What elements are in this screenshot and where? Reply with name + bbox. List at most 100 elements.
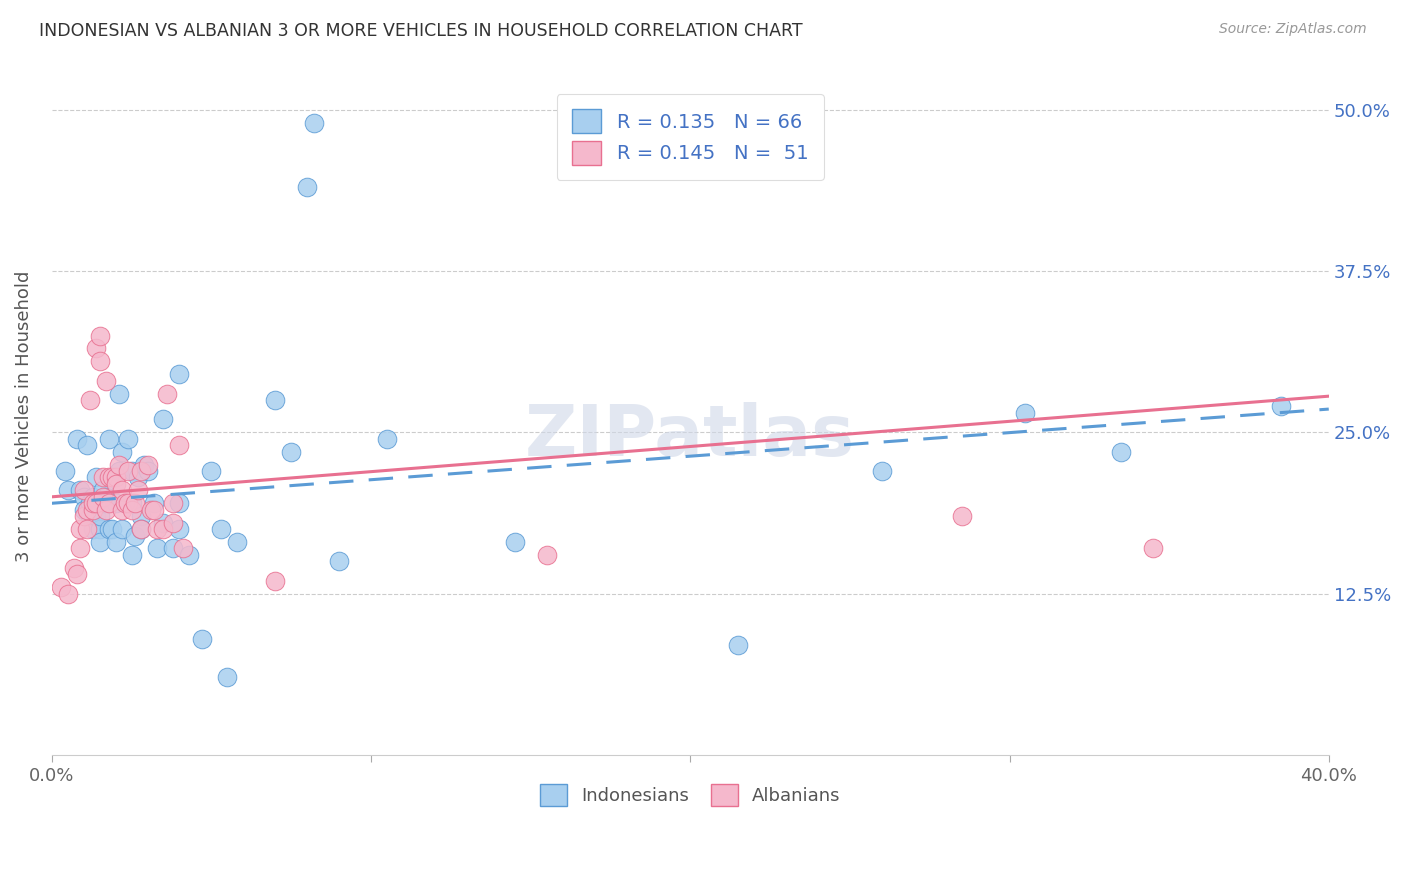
Point xyxy=(136,458,159,472)
Point xyxy=(172,541,194,556)
Point xyxy=(89,509,111,524)
Point xyxy=(870,464,893,478)
Point xyxy=(169,368,191,382)
Point xyxy=(177,548,200,562)
Point xyxy=(79,496,101,510)
Point xyxy=(121,496,143,510)
Point xyxy=(200,464,222,478)
Point xyxy=(98,470,121,484)
Point xyxy=(63,561,86,575)
Point xyxy=(217,671,239,685)
Point xyxy=(111,483,134,498)
Legend: Indonesians, Albanians: Indonesians, Albanians xyxy=(533,777,848,814)
Point xyxy=(111,444,134,458)
Point xyxy=(79,392,101,407)
Point xyxy=(129,464,152,478)
Point xyxy=(295,180,318,194)
Point xyxy=(129,522,152,536)
Point xyxy=(86,342,108,356)
Point xyxy=(129,522,152,536)
Point xyxy=(89,535,111,549)
Point xyxy=(66,432,89,446)
Point xyxy=(91,496,114,510)
Point xyxy=(66,567,89,582)
Point xyxy=(82,490,104,504)
Point xyxy=(950,509,973,524)
Point xyxy=(146,541,169,556)
Point xyxy=(117,432,139,446)
Point xyxy=(127,470,149,484)
Point xyxy=(142,502,165,516)
Point xyxy=(264,574,287,588)
Point xyxy=(727,638,749,652)
Point xyxy=(69,541,91,556)
Point xyxy=(107,464,129,478)
Point xyxy=(146,522,169,536)
Point xyxy=(111,522,134,536)
Point xyxy=(104,470,127,484)
Point xyxy=(124,496,146,510)
Point xyxy=(73,509,96,524)
Point xyxy=(91,470,114,484)
Point xyxy=(107,386,129,401)
Point xyxy=(86,470,108,484)
Point xyxy=(98,432,121,446)
Point xyxy=(264,392,287,407)
Point xyxy=(162,496,184,510)
Point xyxy=(169,438,191,452)
Point xyxy=(89,522,111,536)
Text: ZIPatlas: ZIPatlas xyxy=(526,402,855,471)
Point xyxy=(89,328,111,343)
Point xyxy=(76,522,98,536)
Point xyxy=(1109,444,1132,458)
Point xyxy=(94,502,117,516)
Point xyxy=(82,509,104,524)
Point xyxy=(89,354,111,368)
Point xyxy=(121,464,143,478)
Point xyxy=(69,522,91,536)
Point xyxy=(104,496,127,510)
Point xyxy=(73,483,96,498)
Point xyxy=(162,516,184,530)
Point xyxy=(104,477,127,491)
Point xyxy=(162,541,184,556)
Point xyxy=(1270,400,1292,414)
Point xyxy=(82,496,104,510)
Point xyxy=(117,496,139,510)
Point xyxy=(94,374,117,388)
Point xyxy=(98,522,121,536)
Point xyxy=(156,386,179,401)
Point xyxy=(503,535,526,549)
Point xyxy=(94,490,117,504)
Point xyxy=(91,483,114,498)
Point xyxy=(129,509,152,524)
Point xyxy=(86,509,108,524)
Point xyxy=(169,522,191,536)
Point xyxy=(280,444,302,458)
Point xyxy=(101,522,124,536)
Point xyxy=(51,580,73,594)
Point xyxy=(127,483,149,498)
Point xyxy=(134,458,156,472)
Point xyxy=(79,509,101,524)
Point xyxy=(76,502,98,516)
Point xyxy=(1142,541,1164,556)
Point xyxy=(107,458,129,472)
Text: INDONESIAN VS ALBANIAN 3 OR MORE VEHICLES IN HOUSEHOLD CORRELATION CHART: INDONESIAN VS ALBANIAN 3 OR MORE VEHICLE… xyxy=(39,22,803,40)
Point xyxy=(111,502,134,516)
Point xyxy=(73,490,96,504)
Point xyxy=(82,522,104,536)
Point xyxy=(139,502,162,516)
Point xyxy=(121,548,143,562)
Point xyxy=(53,464,76,478)
Point xyxy=(91,490,114,504)
Point xyxy=(98,496,121,510)
Point xyxy=(121,502,143,516)
Point xyxy=(209,522,232,536)
Point xyxy=(152,412,174,426)
Point xyxy=(56,483,79,498)
Point xyxy=(302,115,325,129)
Point xyxy=(191,632,214,646)
Point xyxy=(117,464,139,478)
Point xyxy=(56,586,79,600)
